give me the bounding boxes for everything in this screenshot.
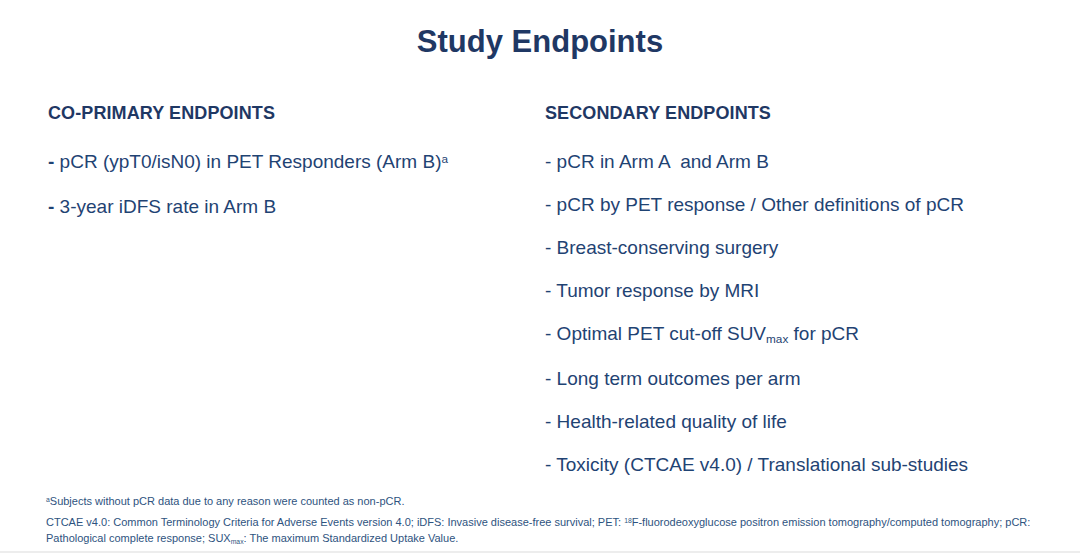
endpoint-text: - Long term outcomes per arm bbox=[545, 368, 801, 389]
co-primary-item: - pCR (ypT0/isN0) in PET Responders (Arm… bbox=[48, 151, 518, 175]
endpoint-text: - Breast-conserving surgery bbox=[545, 237, 778, 258]
secondary-item: - Tumor response by MRI bbox=[545, 280, 1060, 302]
endpoint-text: - pCR in Arm A and Arm B bbox=[545, 151, 769, 172]
co-primary-section: CO-PRIMARY ENDPOINTS - pCR (ypT0/isN0) i… bbox=[48, 103, 518, 239]
slide: Study Endpoints CO-PRIMARY ENDPOINTS - p… bbox=[0, 0, 1080, 553]
footnote-a-marker: a bbox=[46, 496, 50, 503]
secondary-item: - Breast-conserving surgery bbox=[545, 237, 1060, 259]
endpoint-text: - Tumor response by MRI bbox=[545, 280, 759, 301]
secondary-header: SECONDARY ENDPOINTS bbox=[545, 103, 1060, 124]
secondary-item: - Optimal PET cut-off SUVmax for pCR bbox=[545, 323, 1060, 347]
endpoint-text: - Health-related quality of life bbox=[545, 411, 787, 432]
isotope-18-superscript: 18 bbox=[624, 517, 632, 524]
secondary-item: - Long term outcomes per arm bbox=[545, 368, 1060, 390]
definitions-text: CTCAE v4.0: Common Terminology Criteria … bbox=[46, 516, 624, 528]
page-title: Study Endpoints bbox=[0, 24, 1080, 60]
secondary-item: - pCR in Arm A and Arm B bbox=[545, 151, 1060, 173]
footnote-a: aSubjects without pCR data due to any re… bbox=[46, 495, 404, 507]
suv-max-subscript: max bbox=[766, 332, 788, 345]
secondary-item: - Health-related quality of life bbox=[545, 411, 1060, 433]
endpoint-text: 3-year iDFS rate in Arm B bbox=[54, 196, 276, 217]
endpoint-text: pCR (ypT0/isN0) in PET Responders (Arm B… bbox=[54, 151, 441, 172]
secondary-item: - Toxicity (CTCAE v4.0) / Translational … bbox=[545, 454, 1060, 476]
endpoint-text: - Optimal PET cut-off SUV bbox=[545, 323, 766, 344]
secondary-item: - pCR by PET response / Other definition… bbox=[545, 194, 1060, 216]
co-primary-item: - 3-year iDFS rate in Arm B bbox=[48, 196, 518, 218]
co-primary-header: CO-PRIMARY ENDPOINTS bbox=[48, 103, 518, 124]
endpoint-text: - Toxicity (CTCAE v4.0) / Translational … bbox=[545, 454, 968, 475]
footnote-marker-a: a bbox=[441, 152, 448, 165]
definitions-text: : The maximum Standardized Uptake Value. bbox=[244, 532, 459, 544]
endpoint-text: - pCR by PET response / Other definition… bbox=[545, 194, 964, 215]
secondary-section: SECONDARY ENDPOINTS - pCR in Arm A and A… bbox=[545, 103, 1060, 497]
sux-max-subscript: max bbox=[231, 538, 244, 545]
footnote-a-text: Subjects without pCR data due to any rea… bbox=[50, 495, 405, 507]
endpoint-text: for pCR bbox=[788, 323, 859, 344]
footnote-definitions: CTCAE v4.0: Common Terminology Criteria … bbox=[46, 515, 1060, 547]
